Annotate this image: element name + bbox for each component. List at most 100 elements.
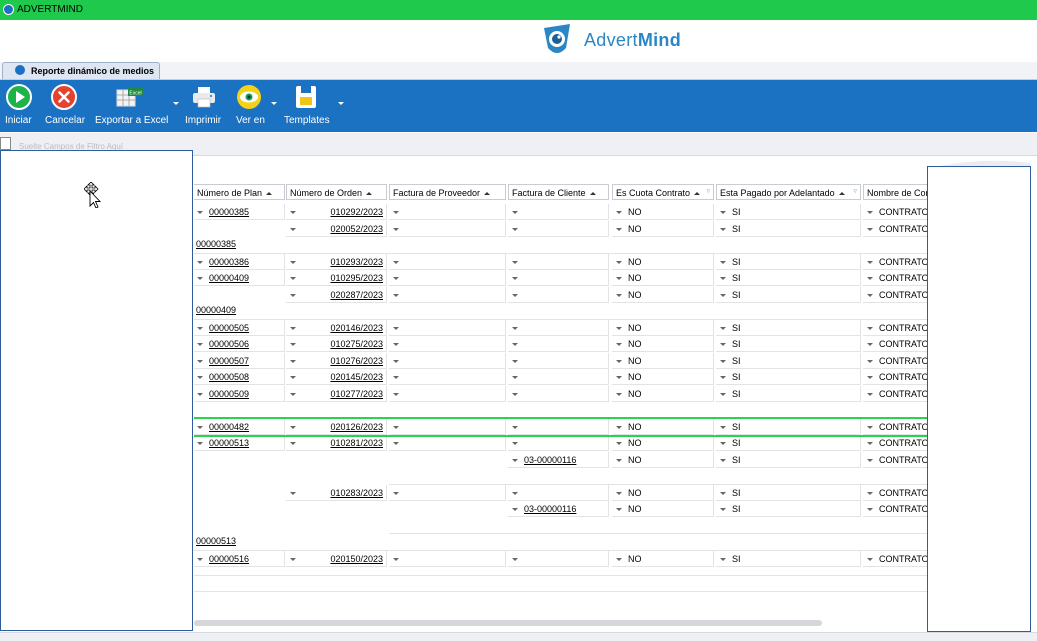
expand-dropdown-icon[interactable] [616, 260, 622, 264]
horizontal-scrollbar[interactable] [194, 620, 822, 626]
cell[interactable]: SI [716, 352, 861, 369]
cell-value[interactable]: 020150/2023 [330, 553, 383, 564]
expand-dropdown-icon[interactable] [512, 425, 518, 429]
cell[interactable]: 020126/2023 [286, 418, 387, 435]
expand-dropdown-icon[interactable] [197, 359, 203, 363]
cell[interactable]: NO [612, 484, 714, 501]
cell[interactable]: NO [612, 286, 714, 303]
expand-dropdown-icon[interactable] [867, 392, 873, 396]
cell[interactable]: NO [612, 418, 714, 435]
cell[interactable]: SI [716, 501, 861, 517]
expand-dropdown-icon[interactable] [512, 508, 518, 511]
expand-dropdown-icon[interactable] [393, 557, 399, 561]
cell-value[interactable]: 020145/2023 [330, 372, 383, 382]
group-total-label[interactable]: 00000513 [196, 536, 237, 546]
cell[interactable]: SI [716, 385, 861, 402]
cell[interactable] [389, 204, 506, 220]
cancelar-button[interactable]: Cancelar [42, 80, 88, 132]
tab-reporte-dinamico[interactable]: Reporte dinámico de medios [2, 62, 160, 79]
expand-dropdown-icon[interactable] [616, 491, 622, 495]
cell[interactable]: 020150/2023 [286, 550, 387, 567]
expand-dropdown-icon[interactable] [867, 277, 873, 280]
cell[interactable]: SI [716, 484, 861, 501]
table-row[interactable]: 00000409 010295/2023 NO SI CONTRATO [194, 270, 927, 287]
table-row[interactable]: 020052/2023 NO SI CONTRATO [194, 220, 927, 238]
cell-value[interactable]: 010275/2023 [330, 339, 383, 349]
expand-dropdown-icon[interactable] [720, 277, 726, 280]
expand-dropdown-icon[interactable] [197, 211, 203, 214]
cell[interactable]: 010281/2023 [286, 435, 387, 451]
cell[interactable] [389, 270, 506, 286]
group-total-label[interactable]: 00000409 [196, 305, 237, 315]
expand-dropdown-icon[interactable] [720, 442, 726, 445]
table-row[interactable]: 00000505 020146/2023 NO SI CONTRATO [194, 319, 927, 337]
cell[interactable]: NO [612, 319, 714, 336]
cell-value[interactable]: 00000505 [209, 322, 250, 333]
expand-dropdown-icon[interactable] [290, 260, 296, 264]
cell[interactable]: 00000509 [194, 385, 285, 402]
cell[interactable]: 010295/2023 [286, 270, 387, 286]
expand-dropdown-icon[interactable] [197, 557, 203, 561]
cell[interactable]: NO [612, 270, 714, 286]
cell[interactable] [508, 319, 609, 336]
cell-value[interactable]: 03-00000116 [524, 504, 577, 514]
cell[interactable]: SI [716, 270, 861, 286]
cell-value[interactable]: 00000513 [209, 438, 250, 448]
cell[interactable]: SI [716, 204, 861, 220]
cell[interactable]: NO [612, 204, 714, 220]
expand-dropdown-icon[interactable] [616, 359, 622, 363]
expand-dropdown-icon[interactable] [197, 277, 203, 280]
cell[interactable] [508, 550, 609, 567]
cell[interactable]: CONTRATO [863, 336, 927, 352]
cell-value[interactable]: 00000516 [209, 553, 250, 564]
cell[interactable] [508, 369, 609, 385]
expand-dropdown-icon[interactable] [720, 392, 726, 396]
cell-value[interactable]: 00000482 [209, 421, 250, 432]
cell[interactable]: 00000505 [194, 319, 285, 336]
cell[interactable]: NO [612, 550, 714, 567]
expand-dropdown-icon[interactable] [616, 508, 622, 511]
expand-dropdown-icon[interactable] [720, 425, 726, 429]
cell[interactable] [508, 220, 609, 237]
imprimir-button[interactable]: Imprimir [183, 80, 227, 132]
expand-dropdown-icon[interactable] [290, 343, 296, 346]
table-row[interactable]: 020287/2023 NO SI CONTRATO [194, 286, 927, 304]
cell[interactable]: CONTRATO [863, 369, 927, 385]
cell[interactable]: 010276/2023 [286, 352, 387, 369]
expand-dropdown-icon[interactable] [393, 425, 399, 429]
cell[interactable]: 00000409 [194, 270, 285, 286]
cell[interactable] [389, 220, 506, 237]
expand-dropdown-icon[interactable] [720, 359, 726, 363]
expand-dropdown-icon[interactable] [720, 557, 726, 561]
column-header[interactable]: Nombre de Con [863, 184, 927, 200]
table-row[interactable]: 00000513 010281/2023 NO SI CONTRATO [194, 435, 927, 452]
exportar-excel-button[interactable]: Excel Exportar a Excel [93, 80, 173, 132]
cell[interactable]: CONTRATO [863, 452, 927, 468]
cell-value[interactable]: 03-00000116 [524, 454, 577, 465]
column-header[interactable]: Es Cuota Contrato ▿ [612, 184, 714, 200]
cell[interactable]: SI [716, 319, 861, 336]
expand-dropdown-icon[interactable] [616, 425, 622, 429]
field-list-button[interactable] [0, 137, 11, 150]
cell-value[interactable]: 00000508 [209, 372, 250, 382]
expand-dropdown-icon[interactable] [867, 359, 873, 363]
cell[interactable]: 020145/2023 [286, 369, 387, 385]
expand-dropdown-icon[interactable] [393, 326, 399, 330]
expand-dropdown-icon[interactable] [867, 508, 873, 511]
cell[interactable] [508, 484, 609, 501]
cell[interactable]: 00000482 [194, 418, 285, 435]
cell[interactable]: 03-00000116 [508, 451, 609, 468]
expand-dropdown-icon[interactable] [616, 343, 622, 346]
cell[interactable]: SI [716, 286, 861, 303]
expand-dropdown-icon[interactable] [290, 326, 296, 330]
expand-dropdown-icon[interactable] [720, 508, 726, 511]
expand-dropdown-icon[interactable] [512, 458, 518, 462]
expand-dropdown-icon[interactable] [616, 376, 622, 379]
ver-en-button[interactable]: Ver en [232, 80, 268, 132]
filter-icon[interactable]: ▿ [706, 188, 710, 195]
table-row[interactable]: 00000385 010292/2023 NO SI CONTRATO [194, 204, 927, 221]
table-row[interactable]: 00000482 020126/2023 NO SI CONTRATO [194, 418, 927, 436]
cell[interactable]: CONTRATO [863, 270, 927, 286]
expand-dropdown-icon[interactable] [720, 326, 726, 330]
cell-value[interactable]: 00000509 [209, 388, 250, 399]
